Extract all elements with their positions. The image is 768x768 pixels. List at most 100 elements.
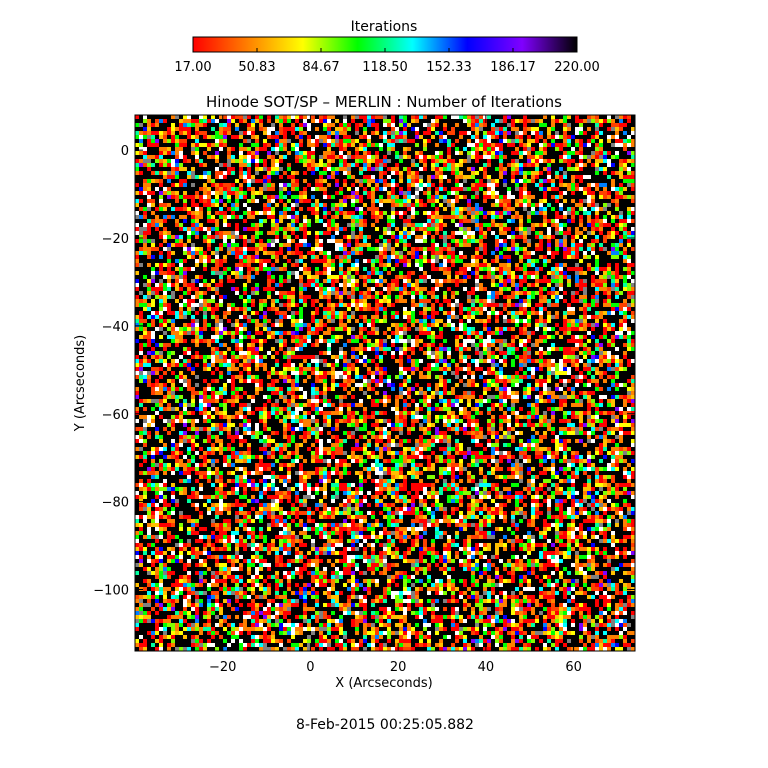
heatmap-cell bbox=[279, 275, 283, 279]
heatmap-cell bbox=[163, 207, 167, 211]
heatmap-cell bbox=[583, 271, 587, 275]
heatmap-cell bbox=[239, 371, 243, 375]
heatmap-cell bbox=[439, 151, 443, 155]
heatmap-cell bbox=[375, 311, 379, 315]
heatmap-cell bbox=[287, 207, 291, 211]
heatmap-cell bbox=[451, 215, 455, 219]
heatmap-cell bbox=[267, 351, 271, 355]
heatmap-cell bbox=[419, 303, 423, 307]
heatmap-cell bbox=[219, 143, 223, 147]
heatmap-cell bbox=[323, 371, 327, 375]
heatmap-cell bbox=[327, 259, 331, 263]
heatmap-cell bbox=[203, 115, 207, 119]
heatmap-cell bbox=[227, 123, 231, 127]
heatmap-cell bbox=[387, 327, 391, 331]
heatmap-cell bbox=[595, 187, 599, 191]
heatmap-cell bbox=[219, 355, 223, 359]
heatmap-cell bbox=[555, 171, 559, 175]
heatmap-cell bbox=[183, 167, 187, 171]
heatmap-cell bbox=[347, 127, 351, 131]
heatmap-cell bbox=[467, 295, 471, 299]
heatmap-cell bbox=[583, 299, 587, 303]
heatmap-cell bbox=[271, 219, 275, 223]
heatmap-cell bbox=[443, 139, 447, 143]
heatmap-cell bbox=[567, 359, 571, 363]
heatmap-cell bbox=[379, 303, 383, 307]
heatmap-cell bbox=[223, 239, 227, 243]
heatmap-cell bbox=[135, 279, 139, 283]
heatmap-cell bbox=[511, 239, 515, 243]
heatmap-cell bbox=[631, 299, 635, 303]
heatmap-cell bbox=[343, 275, 347, 279]
heatmap-cell bbox=[291, 271, 295, 275]
heatmap-cell bbox=[275, 167, 279, 171]
heatmap-cell bbox=[323, 191, 327, 195]
heatmap-cell bbox=[223, 315, 227, 319]
heatmap-cell bbox=[171, 159, 175, 163]
heatmap-cell bbox=[199, 143, 203, 147]
heatmap-cell bbox=[331, 307, 335, 311]
heatmap-cell bbox=[435, 155, 439, 159]
heatmap-cell bbox=[371, 207, 375, 211]
heatmap-cell bbox=[579, 123, 583, 127]
heatmap-cell bbox=[231, 183, 235, 187]
heatmap-cell bbox=[227, 131, 231, 135]
heatmap-cell bbox=[607, 355, 611, 359]
heatmap-cell bbox=[179, 295, 183, 299]
heatmap-cell bbox=[407, 175, 411, 179]
heatmap-cell bbox=[523, 151, 527, 155]
heatmap-cell bbox=[547, 131, 551, 135]
heatmap-cell bbox=[627, 171, 631, 175]
heatmap-cell bbox=[271, 183, 275, 187]
heatmap-cell bbox=[247, 199, 251, 203]
heatmap-cell bbox=[519, 311, 523, 315]
heatmap-cell bbox=[571, 159, 575, 163]
heatmap-cell bbox=[611, 251, 615, 255]
heatmap-cell bbox=[375, 151, 379, 155]
heatmap-cell bbox=[339, 247, 343, 251]
heatmap-cell bbox=[311, 147, 315, 151]
heatmap-cell bbox=[371, 215, 375, 219]
heatmap-cell bbox=[195, 247, 199, 251]
heatmap-cell bbox=[223, 203, 227, 207]
heatmap-cell bbox=[587, 267, 591, 271]
heatmap-cell bbox=[219, 327, 223, 331]
heatmap-cell bbox=[531, 259, 535, 263]
heatmap-cell bbox=[555, 251, 559, 255]
heatmap-cell bbox=[423, 251, 427, 255]
heatmap-cell bbox=[223, 231, 227, 235]
heatmap-cell bbox=[499, 211, 503, 215]
heatmap-cell bbox=[271, 355, 275, 359]
heatmap-cell bbox=[331, 311, 335, 315]
heatmap-cell bbox=[179, 227, 183, 231]
heatmap-cell bbox=[307, 367, 311, 371]
heatmap-cell bbox=[627, 339, 631, 343]
heatmap-cell bbox=[543, 299, 547, 303]
heatmap-cell bbox=[315, 367, 319, 371]
heatmap-cell bbox=[603, 283, 607, 287]
heatmap-cell bbox=[503, 295, 507, 299]
heatmap-cell bbox=[499, 151, 503, 155]
heatmap-cell bbox=[591, 223, 595, 227]
heatmap-cell bbox=[327, 331, 331, 335]
heatmap-cell bbox=[595, 359, 599, 363]
heatmap-cell bbox=[471, 183, 475, 187]
heatmap-cell bbox=[519, 355, 523, 359]
heatmap-cell bbox=[259, 323, 263, 327]
heatmap-cell bbox=[551, 159, 555, 163]
heatmap-cell bbox=[515, 183, 519, 187]
heatmap-cell bbox=[163, 215, 167, 219]
heatmap-cell bbox=[295, 303, 299, 307]
heatmap-cell bbox=[319, 295, 323, 299]
heatmap-cell bbox=[443, 187, 447, 191]
heatmap-cell bbox=[303, 367, 307, 371]
heatmap-cell bbox=[283, 135, 287, 139]
heatmap-cell bbox=[159, 199, 163, 203]
heatmap-cell bbox=[467, 371, 471, 375]
heatmap-cell bbox=[331, 215, 335, 219]
heatmap-cell bbox=[207, 247, 211, 251]
heatmap-cell bbox=[419, 331, 423, 335]
heatmap-cell bbox=[407, 279, 411, 283]
heatmap-cell bbox=[367, 155, 371, 159]
heatmap-cell bbox=[559, 179, 563, 183]
